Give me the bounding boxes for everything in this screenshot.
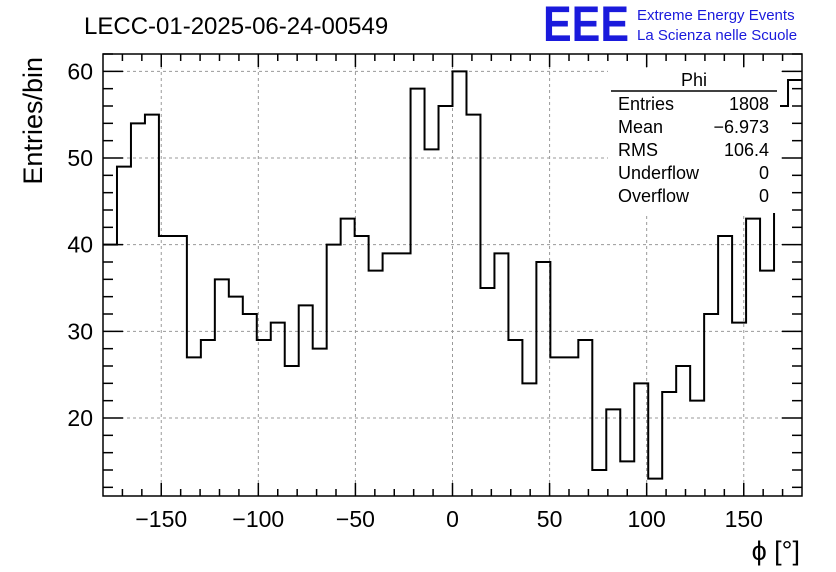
stats-box-background bbox=[608, 68, 780, 213]
y-tick-labels: 20 30 40 50 60 bbox=[67, 58, 93, 431]
eee-logo: EEE Extreme Energy Events La Scienza nel… bbox=[543, 0, 797, 52]
stats-row-value: 106.4 bbox=[724, 140, 769, 160]
logo-text: EEE bbox=[543, 0, 629, 52]
plot-title: LECC-01-2025-06-24-00549 bbox=[84, 13, 388, 40]
stats-box: Phi Entries 1808 Mean −6.973 RMS 106.4 Underfl… bbox=[608, 68, 780, 213]
axis-ticks bbox=[103, 53, 802, 496]
stats-row-label: RMS bbox=[618, 140, 658, 160]
stats-row-label: Entries bbox=[618, 94, 674, 114]
stats-row-label: Mean bbox=[618, 117, 663, 137]
x-tick-label: 150 bbox=[725, 506, 763, 532]
brand-line-2: La Scienza nelle Scuole bbox=[637, 27, 797, 44]
x-tick-label: 0 bbox=[446, 506, 459, 532]
x-tick-label: −50 bbox=[336, 506, 375, 532]
x-tick-label: 100 bbox=[627, 506, 665, 532]
y-tick-label: 30 bbox=[67, 318, 93, 344]
histogram-series bbox=[103, 70, 802, 480]
y-axis-title: Entries/bin bbox=[18, 57, 48, 185]
stats-row-label: Overflow bbox=[618, 186, 690, 206]
y-tick-label: 40 bbox=[67, 232, 93, 258]
y-tick-label: 20 bbox=[67, 405, 93, 431]
stats-row-value: 0 bbox=[759, 186, 769, 206]
x-tick-label: −150 bbox=[135, 506, 187, 532]
stats-row-value: −6.973 bbox=[713, 117, 769, 137]
y-tick-label: 60 bbox=[67, 58, 93, 84]
stats-row-value: 1808 bbox=[729, 94, 769, 114]
x-tick-labels: −150 −100 −50 0 50 100 150 bbox=[135, 506, 763, 532]
y-tick-label: 50 bbox=[67, 145, 93, 171]
stats-box-name: Phi bbox=[681, 70, 707, 90]
x-tick-label: 50 bbox=[537, 506, 563, 532]
stats-row-value: 0 bbox=[759, 163, 769, 183]
x-tick-label: −100 bbox=[232, 506, 284, 532]
x-axis-title: ϕ [°] bbox=[752, 536, 800, 566]
stats-row-label: Underflow bbox=[618, 163, 700, 183]
brand-line-1: Extreme Energy Events bbox=[637, 7, 795, 24]
